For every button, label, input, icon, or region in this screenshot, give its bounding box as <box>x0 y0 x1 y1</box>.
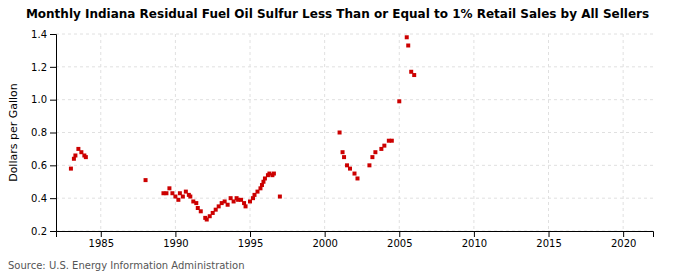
tick-mark <box>250 231 251 237</box>
point <box>405 35 409 39</box>
chart: 198519901995200020052010201520200.20.40.… <box>0 0 675 275</box>
point <box>370 155 374 159</box>
grid-line <box>56 198 653 199</box>
point <box>373 150 377 154</box>
point <box>390 139 394 143</box>
grid <box>56 34 653 231</box>
point <box>341 150 345 154</box>
tick-label: 2005 <box>387 238 412 249</box>
tick-mark <box>50 100 56 101</box>
tick-label: 1.4 <box>31 29 47 40</box>
tick-label: 1995 <box>238 238 263 249</box>
point <box>73 153 77 157</box>
tick-mark <box>50 34 56 35</box>
grid-line <box>175 34 176 231</box>
axis-line <box>57 232 654 238</box>
tick-label: 2015 <box>536 238 561 249</box>
tick-label: 0.4 <box>31 193 47 204</box>
tick: 1985 <box>89 231 114 249</box>
point <box>342 155 346 159</box>
tick: 0.4 <box>31 193 56 204</box>
tick-mark <box>50 198 56 199</box>
point <box>84 155 88 159</box>
point <box>199 209 203 213</box>
grid-line <box>324 34 325 231</box>
tick-label: 1985 <box>89 238 114 249</box>
tick: 0.6 <box>31 160 56 171</box>
tick-label: 1.2 <box>31 62 47 73</box>
point <box>176 198 180 202</box>
tick-mark <box>50 67 56 68</box>
x-axis: 1985 1990 1995 2000 2005 2010 2015 2020 <box>57 231 654 249</box>
y-axis-title: Dollars per Gallon <box>7 83 20 182</box>
tick: 2015 <box>536 231 561 249</box>
point <box>69 167 73 171</box>
point <box>272 172 276 176</box>
point <box>194 201 198 205</box>
tick-mark <box>101 231 102 237</box>
grid-line <box>56 132 653 133</box>
tick-label: 2010 <box>462 238 487 249</box>
point <box>226 203 230 207</box>
point <box>338 131 342 135</box>
point <box>348 167 352 171</box>
tick-label: 0.2 <box>31 226 47 237</box>
annotation: Source: U.S. Energy Information Administ… <box>8 260 245 271</box>
tick: 1.0 <box>31 94 56 105</box>
grid-line <box>56 66 653 67</box>
tick: 2000 <box>312 231 337 249</box>
tick-label: 0.6 <box>31 160 47 171</box>
tick-label: 2020 <box>611 238 636 249</box>
tick-label: 1.0 <box>31 94 47 105</box>
tick: 0.8 <box>31 127 56 138</box>
grid-line <box>56 165 653 166</box>
point <box>181 195 185 199</box>
tick-mark <box>175 231 176 237</box>
tick: 1.2 <box>31 62 56 73</box>
tick: 2010 <box>462 231 487 249</box>
point <box>406 43 410 47</box>
grid-line <box>473 34 474 231</box>
point <box>278 195 282 199</box>
tick-label: 0.8 <box>31 127 47 138</box>
tick: 1.4 <box>31 29 56 40</box>
tick: 2005 <box>387 231 412 249</box>
tick-mark <box>50 165 56 166</box>
title: Monthly Indiana Residual Fuel Oil Sulfur… <box>26 7 649 21</box>
point <box>164 191 168 195</box>
tick: 2020 <box>611 231 636 249</box>
point <box>353 172 357 176</box>
tick: 1990 <box>163 231 188 249</box>
points <box>69 35 416 221</box>
axis-line <box>50 35 57 232</box>
point <box>144 178 148 182</box>
tick-mark <box>549 231 550 237</box>
point <box>355 176 359 180</box>
tick: 1995 <box>238 231 263 249</box>
tick-mark <box>50 231 56 232</box>
tick-mark <box>50 133 56 134</box>
grid-line <box>56 99 653 100</box>
point <box>244 204 248 208</box>
point <box>382 144 386 148</box>
point <box>167 186 171 190</box>
point <box>397 99 401 103</box>
grid-line <box>56 34 653 35</box>
y-axis: 0.2 0.4 0.6 0.8 1.0 1.2 1.4 <box>31 29 56 237</box>
tick-mark <box>325 231 326 237</box>
tick-mark <box>623 231 624 237</box>
tick: 0.2 <box>31 226 56 237</box>
tick-label: 1990 <box>163 238 188 249</box>
point <box>367 163 371 167</box>
tick-mark <box>399 231 400 237</box>
point <box>188 195 192 199</box>
point <box>412 73 416 77</box>
tick-mark <box>474 231 475 237</box>
tick-label: 2000 <box>312 238 337 249</box>
